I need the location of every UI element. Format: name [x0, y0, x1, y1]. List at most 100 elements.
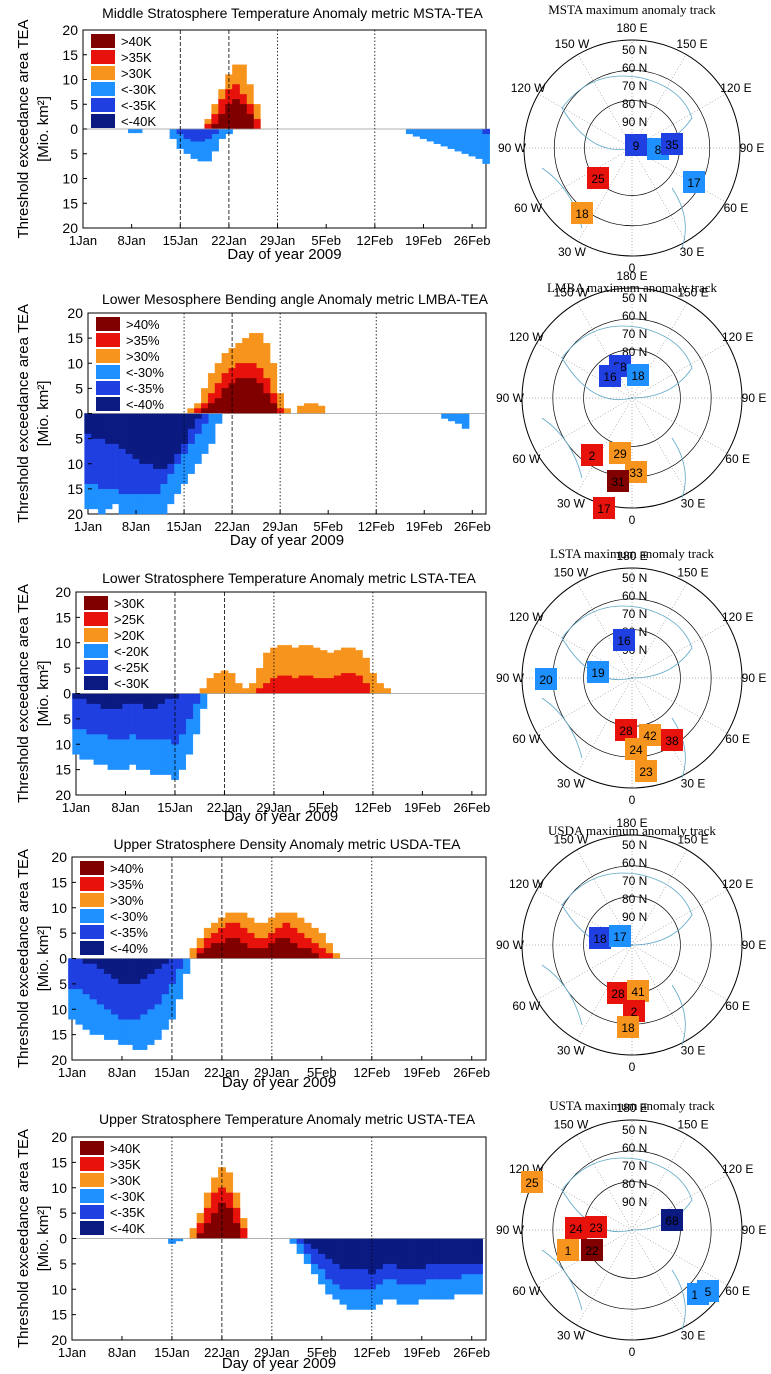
bar-neg-day-55: [453, 1238, 462, 1265]
y-tick-label: 20: [55, 584, 71, 600]
track-marker: [589, 927, 611, 949]
bar-neg-day-37: [325, 1238, 333, 1259]
track-marker-label: 2: [631, 1005, 638, 1019]
lon-label: 120 W: [511, 81, 546, 95]
legend-swatch: [96, 333, 120, 347]
lon-label: 60 E: [725, 999, 750, 1013]
chart-title: Upper Stratosphere Temperature Anomaly m…: [99, 1111, 476, 1127]
lon-label: 30 W: [557, 1044, 586, 1058]
lon-label: 90 E: [742, 1223, 767, 1237]
bar-pos-day-23: [225, 938, 234, 959]
track-marker-label: 22: [585, 1244, 599, 1258]
track-marker-label: 23: [639, 765, 653, 779]
meridian: [536, 397, 633, 454]
bar-pos-day-38: [333, 675, 342, 694]
bar-pos-day-23: [235, 378, 243, 414]
bar-pos-day-21: [211, 943, 219, 959]
meridian: [576, 1229, 633, 1326]
meridian: [631, 147, 687, 242]
legend-swatch: [84, 660, 108, 674]
track-marker: [571, 202, 593, 224]
lon-label: 90 E: [742, 938, 767, 952]
x-tick-label: 5Feb: [307, 1065, 337, 1080]
bar-neg-day-56: [461, 128, 470, 154]
bar-neg-day-7: [125, 413, 134, 454]
bar-neg-day-16: [178, 693, 187, 735]
x-tick-label: 1Jan: [58, 1345, 86, 1360]
y-tick-label: 5: [75, 380, 83, 396]
bar-neg-day-45: [382, 1238, 391, 1265]
lon-label: 120 E: [720, 81, 751, 95]
bar-neg-day-11: [143, 693, 151, 709]
bar-pos-day-18: [189, 948, 198, 959]
bar-pos-day-31: [284, 675, 293, 694]
bar-neg-day-4: [93, 693, 102, 704]
y-axis-units: [Mio. km²]: [35, 96, 52, 162]
track-marker-label: 18: [593, 932, 607, 946]
bar-pos-day-21: [221, 388, 230, 414]
y-tick-label: 5: [59, 1256, 67, 1272]
legend-label: <-20K: [114, 644, 149, 659]
bar-neg-day-17: [190, 128, 199, 142]
track-marker: [625, 738, 647, 760]
x-tick-label: 19Feb: [403, 1345, 440, 1360]
y-tick-label: 10: [67, 355, 83, 371]
y-tick-label: 0: [70, 121, 78, 137]
bar-pos-day-28: [263, 683, 271, 694]
bar-neg-day-16: [187, 413, 195, 429]
x-tick-label: 5Feb: [309, 800, 339, 815]
bar-neg-day-17: [182, 958, 191, 974]
lon-label: 90 E: [742, 671, 767, 685]
x-tick-label: 22Jan: [207, 800, 242, 815]
legend-swatch: [80, 1205, 104, 1219]
bar-neg-day-21: [218, 128, 226, 140]
bar-pos-day-19: [196, 1233, 205, 1239]
bar-pos-day-30: [277, 675, 285, 694]
meridian: [631, 397, 728, 454]
meridian: [631, 849, 688, 946]
lon-label: 90 E: [740, 141, 765, 155]
bar-neg-day-4: [89, 958, 98, 1000]
bar-pos-day-26: [255, 383, 264, 414]
track-marker-label: 17: [687, 176, 701, 190]
meridian: [538, 93, 633, 149]
lon-label: 90 W: [496, 391, 525, 405]
meridian: [576, 397, 633, 494]
legend-label: <-30K: [114, 676, 149, 691]
bar-pos-day-37: [326, 678, 335, 694]
x-tick-label: 1Jan: [69, 233, 97, 248]
track-marker: [585, 1216, 607, 1238]
chart-title: Lower Stratosphere Temperature Anomaly m…: [102, 570, 476, 586]
chart-title: Lower Mesosphere Bending angle Anomaly m…: [102, 291, 489, 307]
x-axis-label: Day of year 2009: [230, 532, 344, 549]
bar-neg-day-33: [296, 1238, 305, 1244]
track-marker: [607, 470, 629, 492]
track-marker: [581, 1239, 603, 1261]
bar-neg-day-6: [103, 958, 112, 974]
bar-pos-day-21: [218, 114, 226, 130]
bar-neg-day-2: [91, 413, 99, 439]
track-marker-label: 35: [665, 138, 679, 152]
bar-pos-day-38: [332, 953, 341, 959]
legend-swatch: [96, 397, 120, 411]
track-marker: [617, 1016, 639, 1038]
meridian: [536, 342, 633, 399]
meridian: [631, 944, 728, 1001]
lon-label: 120 W: [509, 330, 544, 344]
bar-neg-day-19: [199, 693, 208, 709]
x-tick-label: 1Jan: [58, 1065, 86, 1080]
y-tick-label: 20: [62, 22, 78, 38]
chart-title: Middle Stratosphere Temperature Anomaly …: [102, 5, 483, 21]
legend-label: >40%: [110, 861, 144, 876]
bar-pos-day-29: [276, 408, 285, 414]
lon-label: 0: [629, 1345, 636, 1359]
lat-circle: [523, 39, 741, 257]
bar-neg-day-47: [396, 1238, 405, 1270]
track-marker: [607, 982, 629, 1004]
bar-neg-day-14: [169, 128, 178, 140]
bar-neg-day-8: [128, 128, 136, 134]
lon-label: 90 W: [496, 1223, 525, 1237]
bar-pos-day-24: [239, 104, 247, 130]
